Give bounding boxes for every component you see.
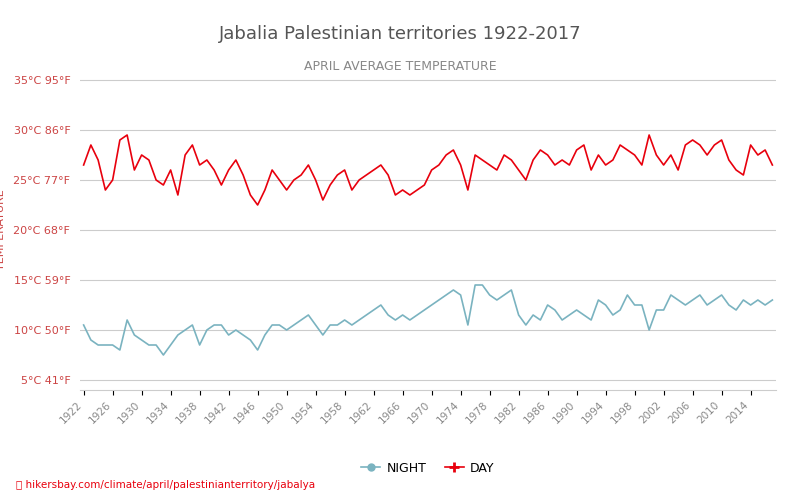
- Text: Jabalia Palestinian territories 1922-2017: Jabalia Palestinian territories 1922-201…: [218, 25, 582, 43]
- Y-axis label: TEMPERATURE: TEMPERATURE: [0, 190, 6, 270]
- Legend: NIGHT, DAY: NIGHT, DAY: [357, 457, 499, 480]
- Text: APRIL AVERAGE TEMPERATURE: APRIL AVERAGE TEMPERATURE: [304, 60, 496, 73]
- Text: 🔴 hikersbay.com/climate/april/palestinianterritory/jabalya: 🔴 hikersbay.com/climate/april/palestinia…: [16, 480, 315, 490]
